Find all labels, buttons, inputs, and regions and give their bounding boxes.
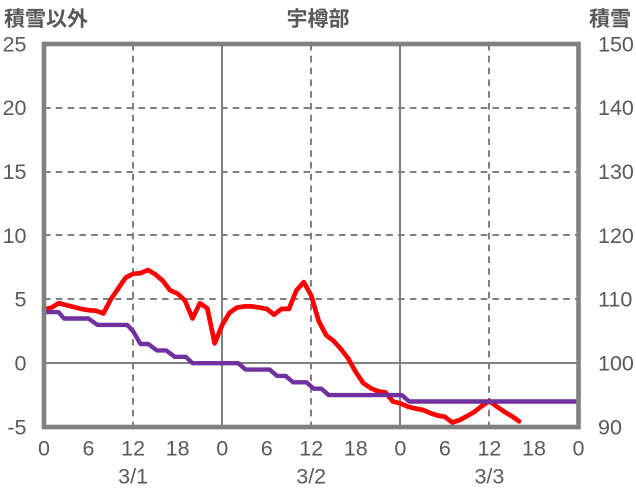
svg-text:3/3: 3/3 <box>474 465 504 489</box>
svg-text:0: 0 <box>573 436 585 460</box>
svg-text:0: 0 <box>38 436 50 460</box>
svg-text:25: 25 <box>3 32 27 56</box>
svg-text:120: 120 <box>598 224 634 248</box>
svg-text:6: 6 <box>83 436 95 460</box>
svg-text:10: 10 <box>3 224 27 248</box>
svg-text:0: 0 <box>394 436 406 460</box>
svg-text:100: 100 <box>598 352 634 376</box>
svg-text:20: 20 <box>3 96 27 120</box>
svg-text:-5: -5 <box>7 415 26 439</box>
svg-text:12: 12 <box>299 436 323 460</box>
svg-text:18: 18 <box>166 436 190 460</box>
svg-text:150: 150 <box>598 32 634 56</box>
svg-text:12: 12 <box>477 436 501 460</box>
svg-text:110: 110 <box>598 288 632 312</box>
svg-text:90: 90 <box>598 415 622 439</box>
svg-text:3/1: 3/1 <box>118 465 148 489</box>
svg-text:140: 140 <box>598 96 634 120</box>
svg-text:6: 6 <box>439 436 451 460</box>
svg-text:0: 0 <box>216 436 228 460</box>
svg-text:5: 5 <box>15 288 27 312</box>
svg-text:18: 18 <box>344 436 368 460</box>
svg-text:18: 18 <box>522 436 546 460</box>
svg-text:6: 6 <box>261 436 273 460</box>
svg-text:0: 0 <box>15 352 27 376</box>
svg-text:3/2: 3/2 <box>296 465 326 489</box>
svg-text:130: 130 <box>598 160 634 184</box>
svg-text:15: 15 <box>3 160 27 184</box>
svg-text:12: 12 <box>121 436 145 460</box>
